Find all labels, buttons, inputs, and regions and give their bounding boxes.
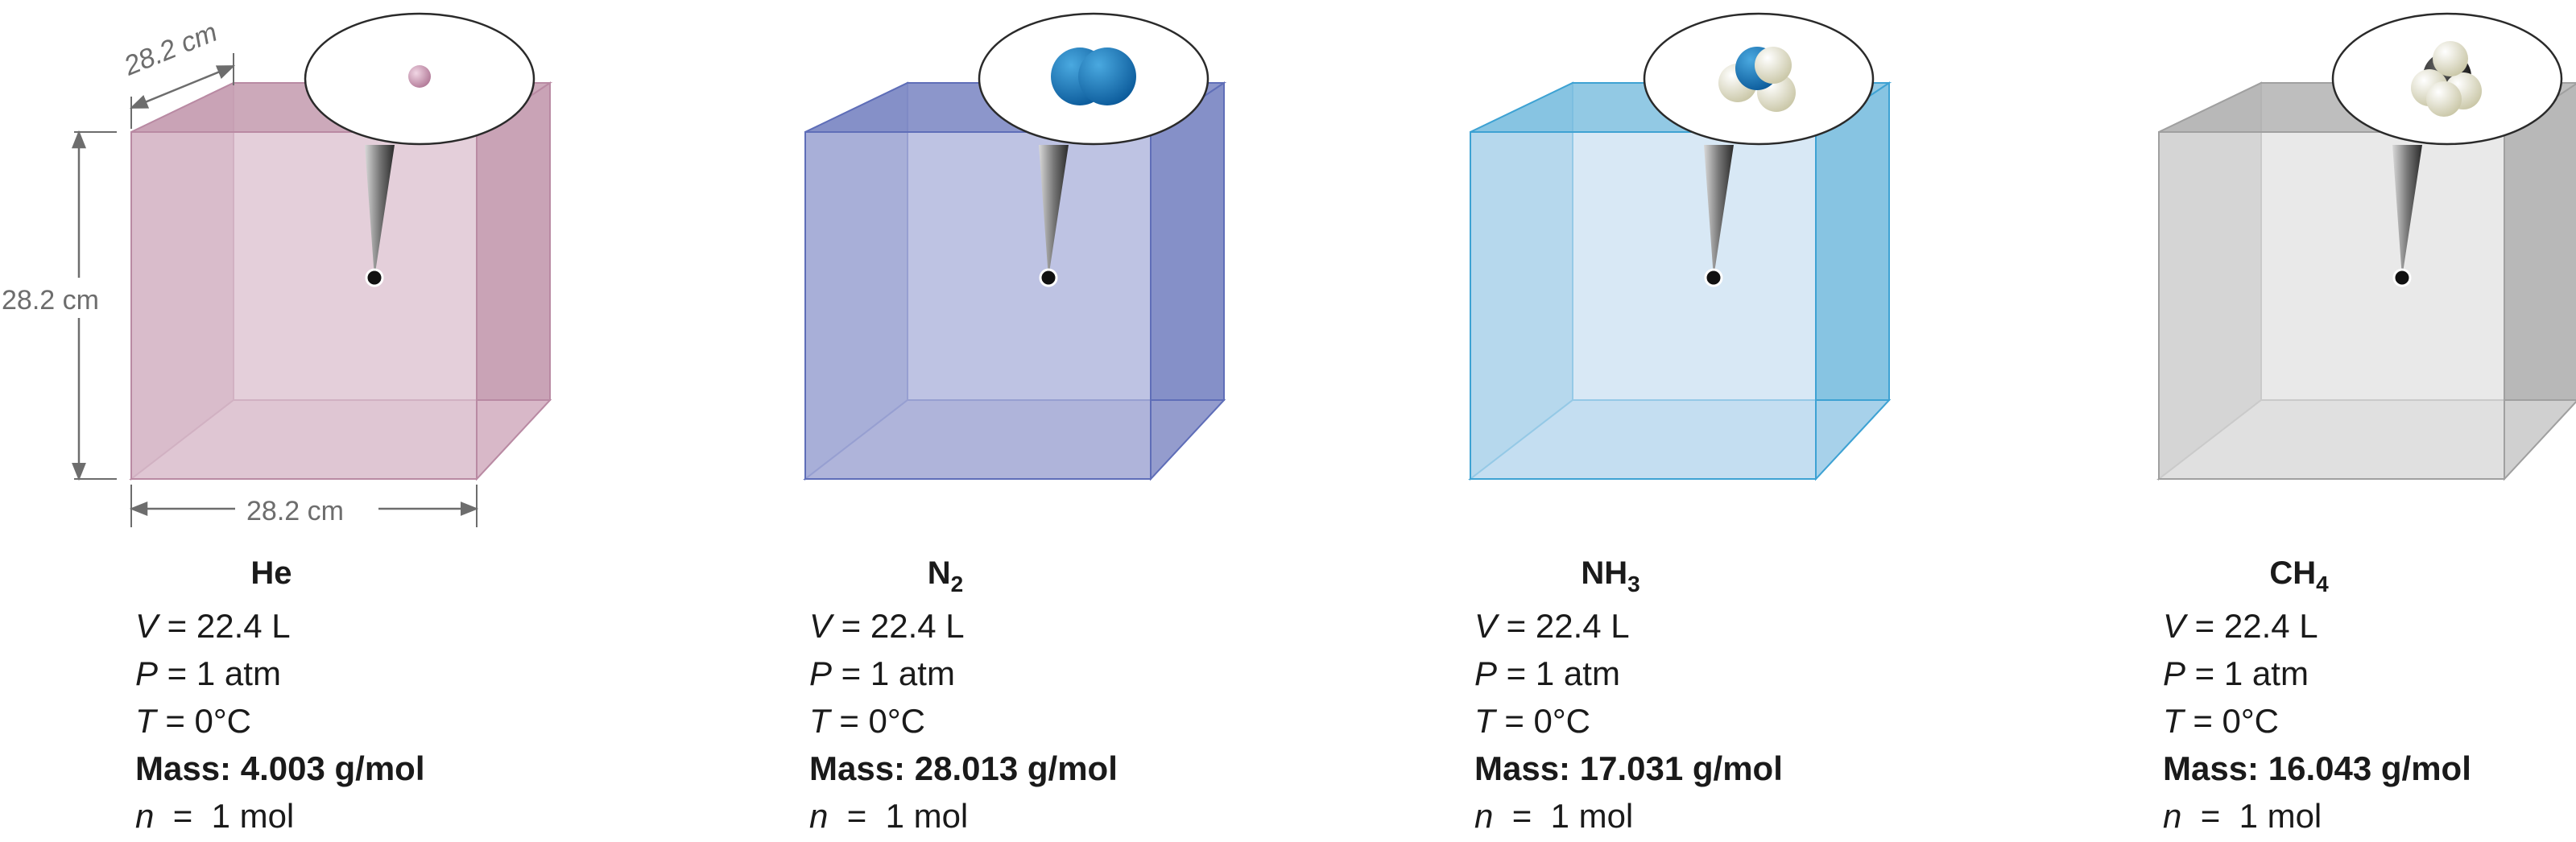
- volume-row: V = 22.4 L: [1474, 607, 1630, 645]
- gas-container: [2156, 12, 2576, 481]
- volume-row: V = 22.4 L: [809, 607, 965, 645]
- formula-subscript: 4: [2316, 572, 2329, 596]
- pressure-row: P = 1 atm: [809, 654, 955, 692]
- container-front-face: [804, 131, 1152, 480]
- temperature-row: T = 0°C: [2163, 702, 2280, 740]
- container-front-face: [2158, 131, 2505, 480]
- zoom-pointer: [1704, 145, 1734, 278]
- particle-dot: [365, 268, 384, 287]
- temperature-row: T = 0°C: [1474, 702, 1591, 740]
- pressure-row: P = 1 atm: [135, 654, 281, 692]
- volume-row: V = 22.4 L: [2163, 607, 2318, 645]
- temperature-row: T = 0°C: [135, 702, 252, 740]
- moles-row: n = 1 mol: [1474, 797, 1634, 835]
- formula-subscript: 3: [1627, 572, 1640, 596]
- gas-formula: NH3: [1581, 555, 1640, 596]
- zoom-pointer: [365, 145, 395, 278]
- mass-row: Mass: 4.003 g/mol: [135, 749, 425, 787]
- zoom-pointer: [1039, 145, 1069, 278]
- pressure-row: P = 1 atm: [2163, 654, 2309, 692]
- moles-row: n = 1 mol: [2163, 797, 2322, 835]
- particle-dot: [2392, 268, 2412, 287]
- gas-formula: CH4: [2269, 555, 2329, 596]
- particle-dot: [1704, 268, 1723, 287]
- gas-container: [1468, 12, 1892, 481]
- temperature-row: T = 0°C: [809, 702, 926, 740]
- gas-container: [803, 12, 1227, 481]
- nitrogen-molecule-icon: [1051, 47, 1136, 105]
- width-label: 28.2 cm: [246, 496, 344, 526]
- mass-row: Mass: 28.013 g/mol: [809, 749, 1118, 787]
- volume-row: V = 22.4 L: [135, 607, 291, 645]
- container-front-face: [1470, 131, 1817, 480]
- ammonia-molecule-icon: [1718, 47, 1796, 112]
- gas-formula: N2: [927, 555, 964, 596]
- height-label: 28.2 cm: [2, 285, 99, 316]
- gas-formula: He: [250, 555, 292, 591]
- moles-row: n = 1 mol: [135, 797, 295, 835]
- particle-dot: [1039, 268, 1058, 287]
- gas-container: [129, 12, 553, 481]
- mass-row: Mass: 16.043 g/mol: [2163, 749, 2471, 787]
- pressure-row: P = 1 atm: [1474, 654, 1620, 692]
- zoom-pointer: [2392, 145, 2422, 278]
- formula-subscript: 2: [950, 572, 964, 596]
- depth-label: 28.2 cm: [119, 17, 221, 82]
- moles-row: n = 1 mol: [809, 797, 969, 835]
- mass-row: Mass: 17.031 g/mol: [1474, 749, 1783, 787]
- container-front-face: [130, 131, 478, 480]
- helium-atom-icon: [408, 65, 431, 88]
- methane-molecule-icon: [2411, 41, 2482, 117]
